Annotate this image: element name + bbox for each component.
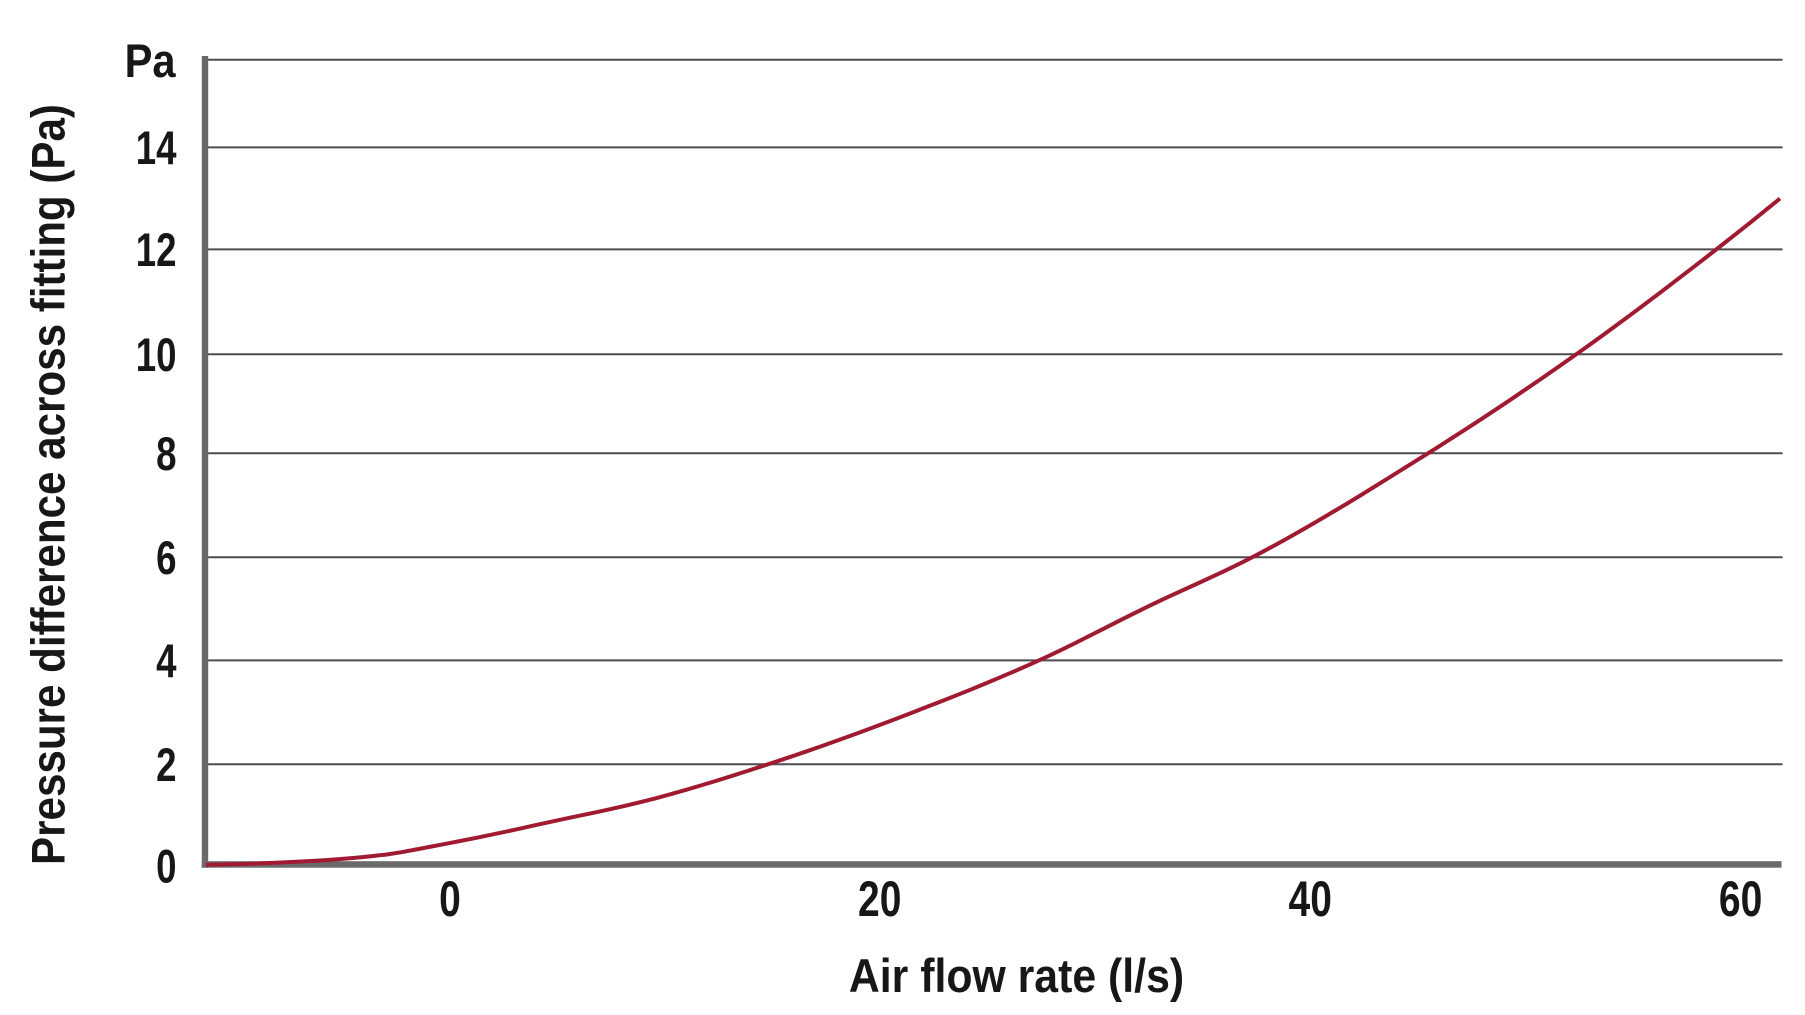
svg-text:0: 0 [156,840,176,892]
svg-text:0: 0 [439,870,461,927]
svg-text:8: 8 [156,428,176,480]
svg-text:6: 6 [156,532,176,584]
svg-text:4: 4 [156,635,177,687]
svg-text:14: 14 [136,122,177,174]
svg-text:12: 12 [136,224,177,276]
svg-text:2: 2 [156,739,176,791]
svg-text:10: 10 [136,329,177,381]
svg-text:20: 20 [858,870,901,927]
svg-text:60: 60 [1719,870,1762,927]
svg-text:Air flow rate (l/s): Air flow rate (l/s) [849,949,1184,1002]
svg-text:Pa: Pa [125,36,176,88]
svg-text:Pressure difference across fit: Pressure difference across fitting (Pa) [23,104,75,865]
svg-text:40: 40 [1289,870,1332,927]
